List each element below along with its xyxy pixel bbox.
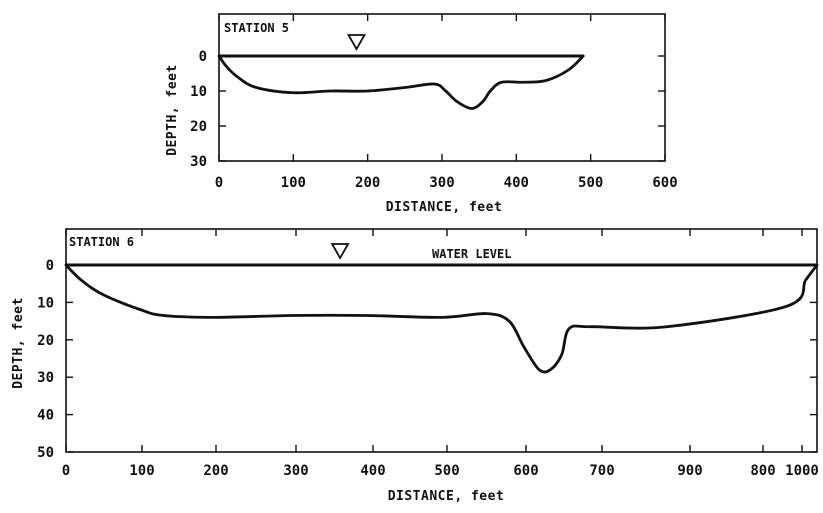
station-6-x-tick-label: 200	[203, 463, 228, 479]
station-6-label: STATION 6	[69, 235, 134, 249]
station-6-y-tick-label: 20	[37, 333, 54, 349]
station-6-x-tick-label: 0	[62, 463, 70, 479]
station-5-label: STATION 5	[224, 21, 289, 35]
station-5-x-tick-label: 500	[578, 175, 603, 191]
station-5-y-tick-label: 0	[199, 49, 207, 65]
water-level-annotation: WATER LEVEL	[432, 247, 511, 261]
station-6-panel: STATION 6 WATER LEVEL DISTANCE, feet DEP…	[11, 228, 819, 504]
station-5-x-tick-label: 600	[652, 175, 677, 191]
station-6-x-tick-label: 600	[513, 463, 538, 479]
station-5-y-tick-label: 30	[190, 154, 207, 170]
station-5-water-level-marker	[346, 34, 367, 51]
station-5-x-tick-label: 200	[355, 175, 380, 191]
station-6-plot-frame	[65, 228, 818, 453]
station-5-y-tick-label: 20	[190, 119, 207, 135]
station-6-x-tick-label: 400	[360, 463, 385, 479]
station-5-x-tick-label: 100	[281, 175, 306, 191]
station-6-y-tick-label: 0	[46, 258, 54, 274]
station-6-y-tick-label: 30	[37, 370, 54, 386]
station-6-x-tick-label: 700	[589, 463, 614, 479]
station-6-y-tick-label: 10	[37, 295, 54, 311]
station-5-y-axis-title: DEPTH, feet	[165, 64, 180, 156]
station-6-water-level-marker	[330, 243, 350, 260]
station-6-x-tick-label: 100	[129, 463, 154, 479]
station-6-x-tick-label: 800	[750, 463, 775, 479]
station-6-channel-bed-profile	[64, 263, 819, 374]
station-5-x-tick-label: 0	[215, 175, 223, 191]
station-6-x-axis-title: DISTANCE, feet	[388, 489, 505, 504]
station-5-x-tick-label: 400	[504, 175, 529, 191]
station-6-y-tick-label: 50	[37, 445, 54, 461]
station-5-y-tick-label: 10	[190, 84, 207, 100]
station-6-x-tick-label: 900	[677, 463, 702, 479]
station-6-x-tick-label: 300	[283, 463, 308, 479]
station-6-y-axis-title: DEPTH, feet	[11, 297, 26, 389]
station-5-x-axis-title: DISTANCE, feet	[386, 200, 503, 215]
station-5-channel-bed-profile	[217, 54, 585, 110]
station-5-panel: STATION 5 DISTANCE, feet DEPTH, feet 0 10…	[165, 13, 678, 215]
station-5-x-tick-label: 300	[429, 175, 454, 191]
station-6-y-tick-label: 40	[37, 408, 54, 424]
station-6-x-tick-label: 500	[434, 463, 459, 479]
station-6-x-tick-label: 1000	[785, 463, 819, 479]
